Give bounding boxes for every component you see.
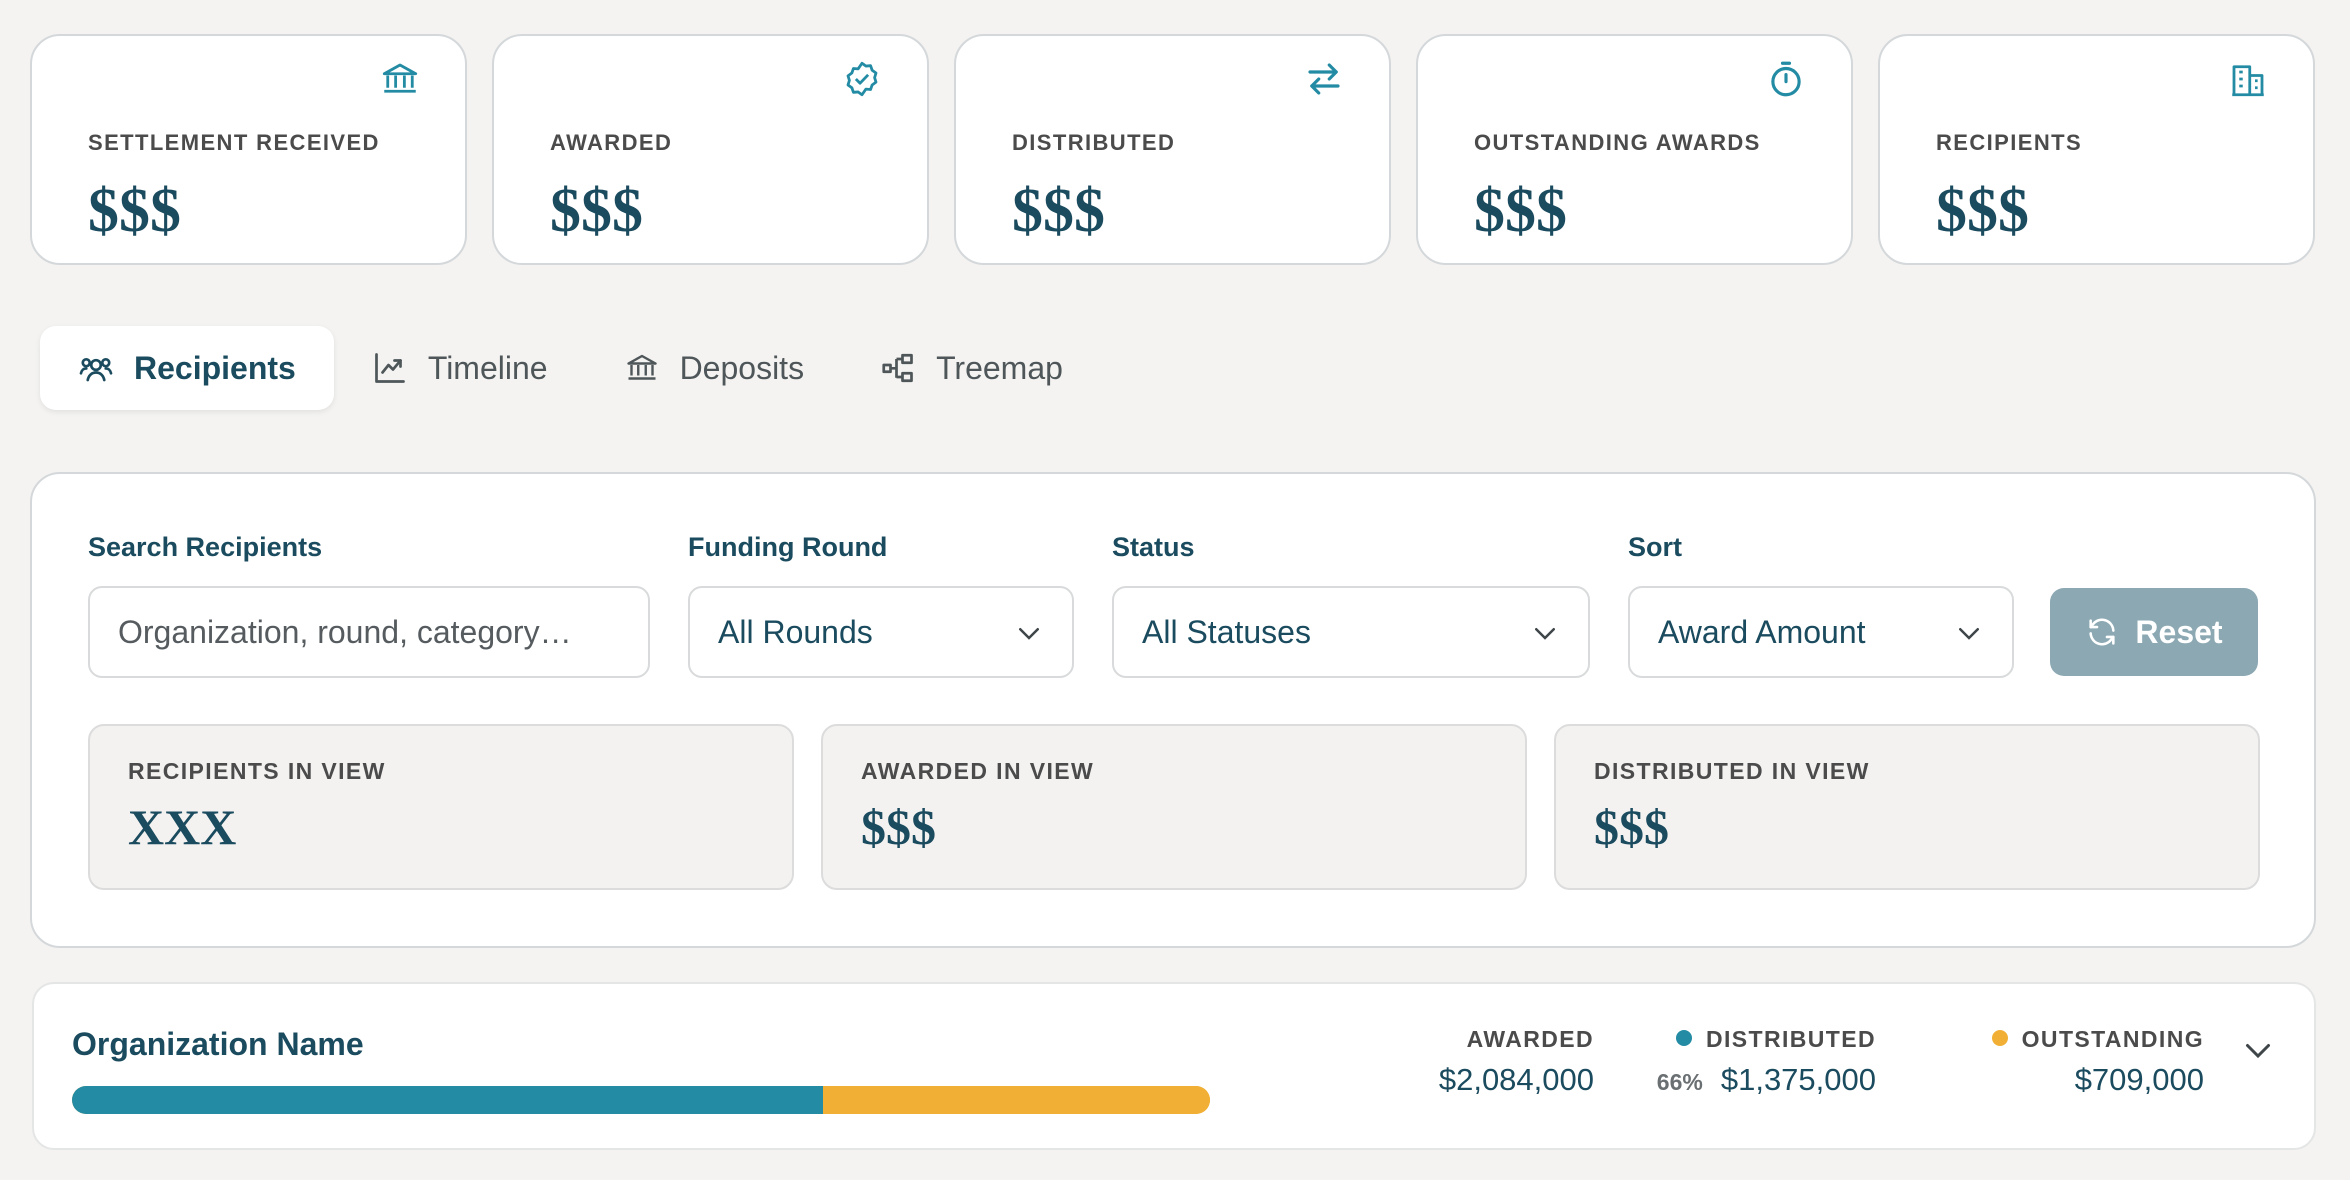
arrows-exchange-icon	[1303, 58, 1345, 100]
distributed-dot	[1675, 1030, 1692, 1046]
status-label: Status	[1112, 532, 1195, 562]
tab-label: Deposits	[679, 349, 805, 386]
tab-treemap[interactable]: Treemap	[842, 326, 1101, 410]
stat-label: AWARDED	[550, 130, 673, 155]
progress-distributed	[72, 1086, 824, 1114]
stat-label: OUTSTANDING AWARDS	[1474, 130, 1761, 155]
outstanding-dot	[1991, 1030, 2008, 1046]
reset-label: Reset	[2135, 613, 2223, 650]
reset-button[interactable]: Reset	[2050, 588, 2258, 676]
outstanding-label: OUTSTANDING	[2021, 1026, 2204, 1052]
stat-value: $$$	[88, 177, 181, 245]
users-icon	[79, 357, 113, 382]
tab-bar: Recipients Timeline Deposits Treemap	[40, 326, 1101, 410]
tab-timeline[interactable]: Timeline	[334, 326, 586, 410]
stat-card-recipients: RECIPIENTS $$$	[1878, 34, 2315, 265]
view-value: XXX	[128, 799, 237, 855]
bank-icon	[379, 58, 421, 100]
stat-label: DISTRIBUTED	[1012, 130, 1176, 155]
progress-outstanding	[823, 1086, 1210, 1114]
awarded-value: $2,084,000	[1438, 1062, 1594, 1097]
hierarchy-icon	[882, 353, 913, 383]
stat-value: $$$	[1012, 177, 1105, 245]
view-label: DISTRIBUTED IN VIEW	[1594, 758, 1870, 784]
chevron-down-icon	[1959, 628, 1979, 640]
refresh-icon	[2089, 618, 2116, 646]
tab-recipients[interactable]: Recipients	[40, 326, 334, 410]
stat-card-settlement-received: SETTLEMENT RECEIVED $$$	[30, 34, 467, 265]
stat-card-outstanding-awards: OUTSTANDING AWARDS $$$	[1416, 34, 1853, 265]
tab-label: Treemap	[936, 349, 1063, 386]
tab-label: Recipients	[134, 349, 296, 386]
stat-value: $$$	[1474, 177, 1567, 245]
outstanding-label-wrap: OUTSTANDING	[1991, 1026, 2204, 1053]
distributed-label-wrap: DISTRIBUTED	[1675, 1026, 1876, 1053]
tab-label: Timeline	[427, 349, 548, 386]
search-label: Search Recipients	[88, 532, 323, 562]
badge-check-icon	[841, 58, 883, 100]
distributed-value-wrap: 66% $1,375,000	[1657, 1062, 1876, 1098]
stat-label: SETTLEMENT RECEIVED	[88, 130, 380, 155]
bank-icon	[626, 354, 657, 380]
search-placeholder: Organization, round, category…	[118, 613, 572, 650]
chart-line-icon	[374, 353, 405, 383]
distribution-progress-bar	[72, 1086, 1210, 1114]
stat-label: RECIPIENTS	[1936, 130, 2083, 155]
timer-icon	[1765, 58, 1807, 100]
view-label: AWARDED IN VIEW	[861, 758, 1095, 784]
view-value: $$$	[861, 799, 936, 855]
search-input[interactable]: Organization, round, category…	[88, 586, 650, 678]
stat-card-distributed: DISTRIBUTED $$$	[954, 34, 1391, 265]
organization-name: Organization Name	[72, 1026, 364, 1062]
recipients-in-view: RECIPIENTS IN VIEW XXX	[88, 724, 794, 890]
funding-round-select[interactable]: All Rounds	[688, 586, 1074, 678]
stats-row: SETTLEMENT RECEIVED $$$ AWARDED $$$ DIST…	[30, 34, 2315, 265]
funding-round-value: All Rounds	[718, 613, 873, 650]
tab-deposits[interactable]: Deposits	[586, 326, 843, 410]
status-value: All Statuses	[1142, 613, 1311, 650]
chevron-down-icon	[1019, 628, 1039, 640]
chevron-down-icon	[1535, 628, 1555, 640]
stat-value: $$$	[1936, 177, 2029, 245]
view-label: RECIPIENTS IN VIEW	[128, 758, 386, 784]
filter-panel: Search Recipients Organization, round, c…	[30, 472, 2316, 948]
awarded-in-view: AWARDED IN VIEW $$$	[821, 724, 1527, 890]
recipient-row[interactable]: Organization Name AWARDED $2,084,000 DIS…	[32, 982, 2316, 1150]
outstanding-value: $709,000	[2074, 1062, 2204, 1097]
distributed-in-view: DISTRIBUTED IN VIEW $$$	[1554, 724, 2260, 890]
stat-card-awarded: AWARDED $$$	[492, 34, 929, 265]
view-value: $$$	[1594, 799, 1669, 855]
funding-round-label: Funding Round	[688, 532, 888, 562]
sort-value: Award Amount	[1658, 613, 1866, 650]
chevron-down-icon[interactable]	[2240, 1032, 2276, 1068]
awarded-label: AWARDED	[1466, 1026, 1594, 1052]
distributed-percent: 66%	[1656, 1069, 1703, 1095]
sort-label: Sort	[1628, 532, 1682, 562]
stat-value: $$$	[550, 177, 643, 245]
distributed-label: DISTRIBUTED	[1705, 1026, 1876, 1052]
status-select[interactable]: All Statuses	[1112, 586, 1590, 678]
building-icon	[2227, 58, 2269, 100]
sort-select[interactable]: Award Amount	[1628, 586, 2014, 678]
distributed-value: $1,375,000	[1720, 1062, 1876, 1097]
